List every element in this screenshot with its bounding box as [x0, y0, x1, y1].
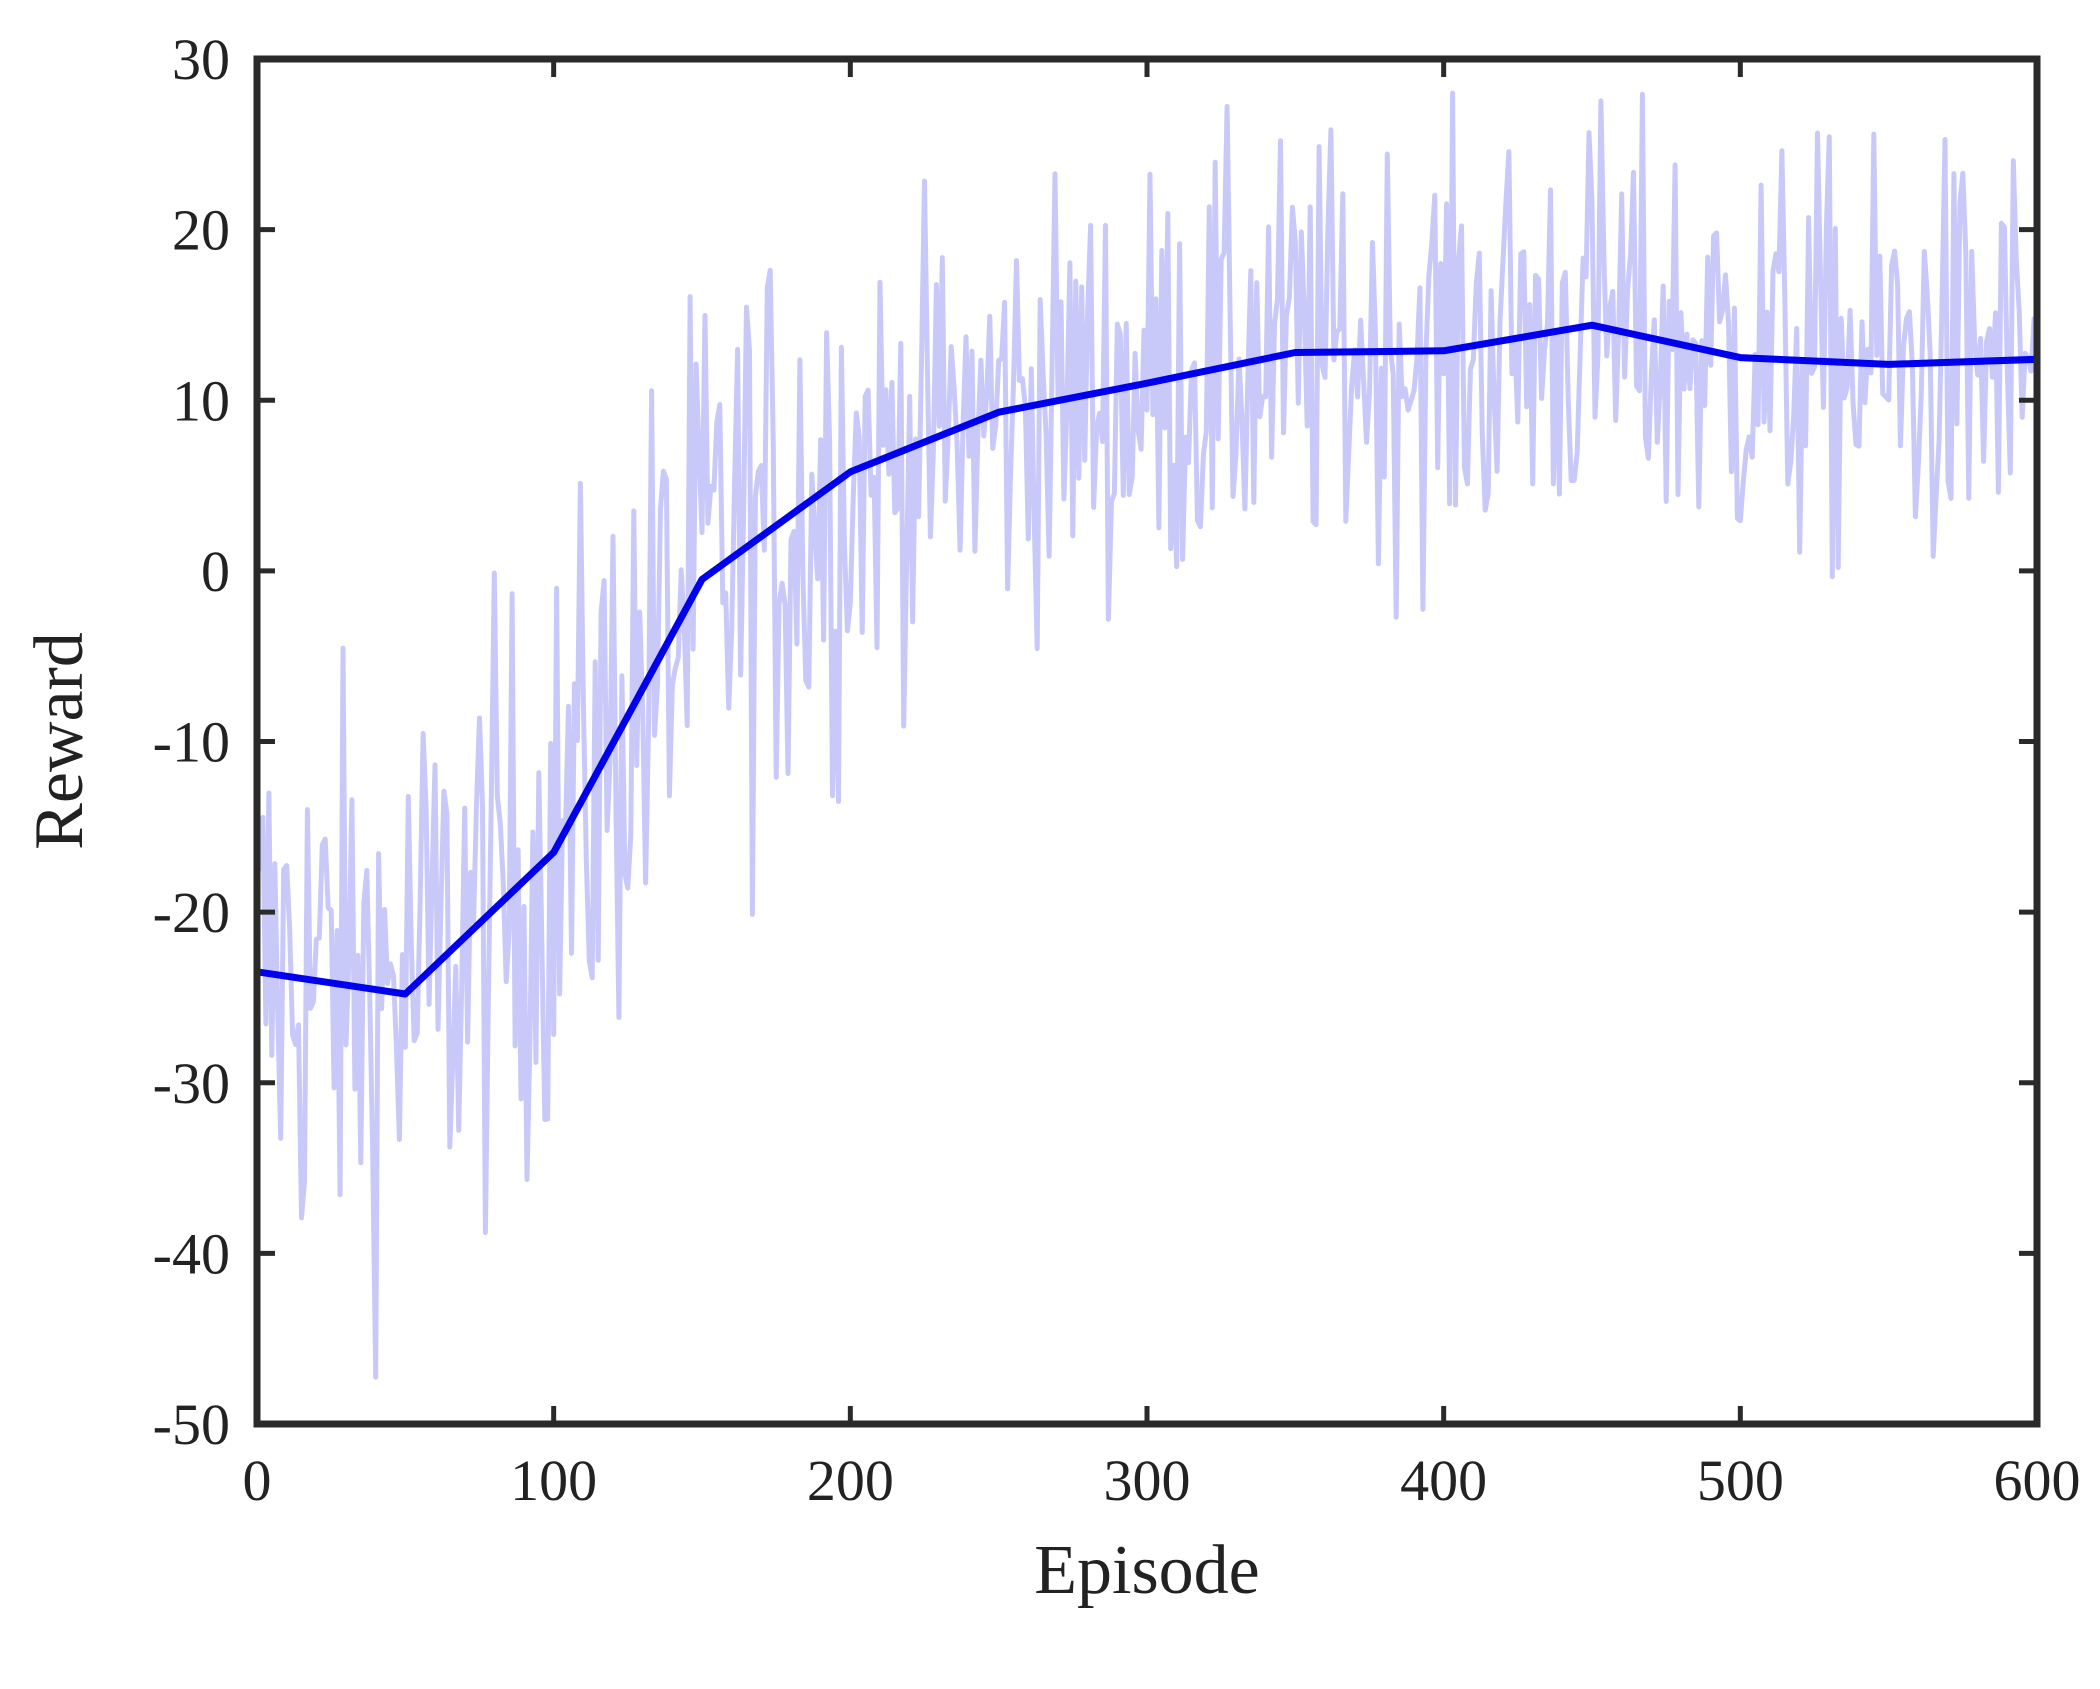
raw-reward-line	[254, 90, 2040, 1380]
x-tick-label: 100	[510, 1448, 597, 1513]
y-tick-label: -40	[153, 1221, 230, 1286]
x-axis-ticks: 0 100 200 300 400 500 600	[243, 59, 2081, 1513]
x-tick-label: 600	[1994, 1448, 2081, 1513]
y-tick-label: 20	[172, 198, 230, 263]
plot-area	[254, 90, 2040, 1380]
y-tick-label: -50	[153, 1392, 230, 1457]
smoothed-reward-line	[256, 321, 2038, 998]
plot-frame	[253, 55, 2041, 1428]
y-tick-label: -10	[153, 710, 230, 775]
y-tick-label: 0	[201, 539, 230, 604]
x-tick-label: 400	[1400, 1448, 1487, 1513]
x-tick-label: 0	[243, 1448, 272, 1513]
y-tick-label: -30	[153, 1051, 230, 1116]
x-tick-label: 200	[807, 1448, 894, 1513]
x-tick-label: 300	[1104, 1448, 1191, 1513]
x-axis-title: Episode	[1034, 1532, 1260, 1609]
y-tick-label: 10	[172, 368, 230, 433]
x-tick-label: 500	[1697, 1448, 1784, 1513]
y-tick-label: -20	[153, 880, 230, 945]
y-tick-label: 30	[172, 27, 230, 92]
y-axis-title: Reward	[21, 632, 98, 850]
y-axis-ticks: -50 -40 -30 -20 -10 0 10 20 30	[153, 27, 2037, 1457]
